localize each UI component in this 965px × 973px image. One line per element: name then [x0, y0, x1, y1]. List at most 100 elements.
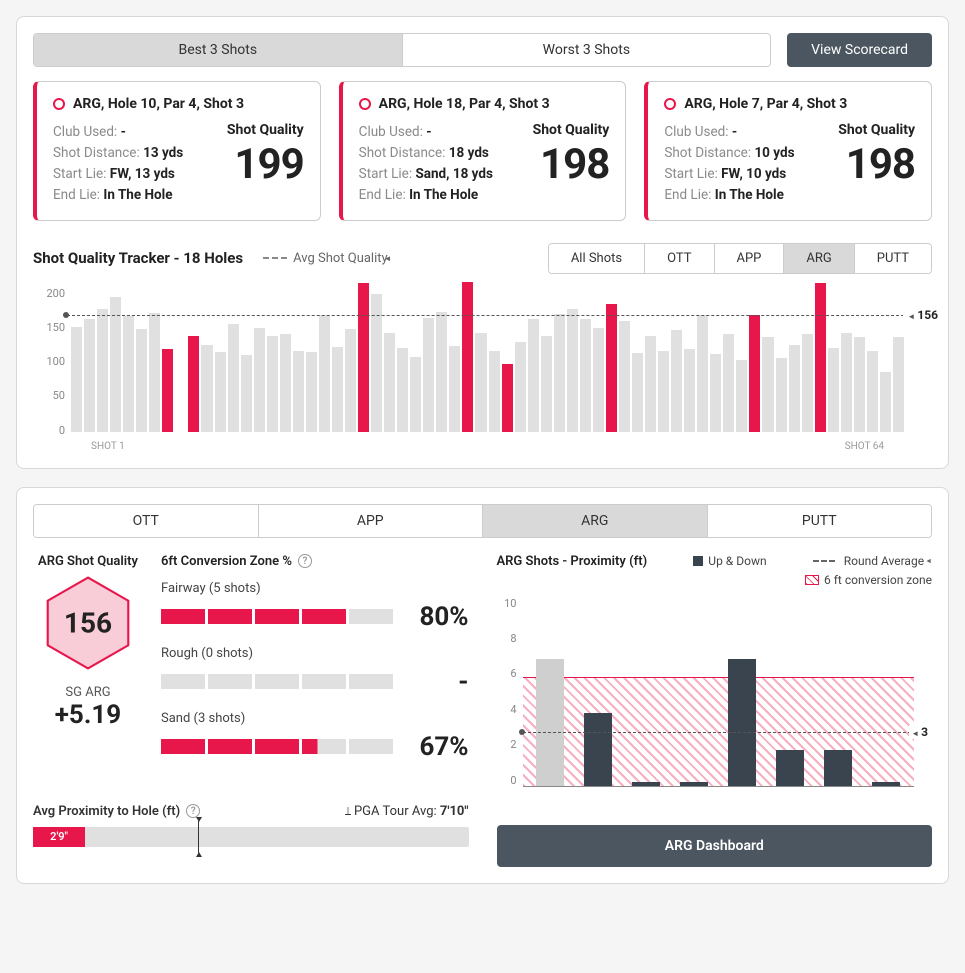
tracker-bar-arg[interactable]	[749, 315, 760, 432]
tracker-bar-arg[interactable]	[188, 336, 199, 432]
tracker-bar[interactable]	[593, 328, 604, 432]
tracker-bar-arg[interactable]	[358, 283, 369, 432]
help-icon[interactable]: ?	[298, 554, 312, 568]
tracker-bar[interactable]	[697, 315, 708, 431]
tracker-bar[interactable]	[306, 352, 317, 432]
tracker-bar[interactable]	[215, 352, 226, 432]
shot-card-title: ARG, Hole 18, Par 4, Shot 3	[379, 96, 550, 112]
prox-bar[interactable]	[824, 750, 852, 786]
tracker-bar[interactable]	[136, 329, 147, 432]
tracker-bar[interactable]	[645, 336, 656, 432]
tracker-bar[interactable]	[554, 314, 565, 432]
sq-value: 199	[227, 140, 304, 189]
tracker-bar-arg[interactable]	[815, 283, 826, 432]
tracker-tab-app[interactable]: APP	[714, 244, 784, 273]
tracker-bar[interactable]	[580, 319, 591, 432]
tracker-bar[interactable]	[71, 327, 82, 432]
tracker-bar[interactable]	[228, 324, 239, 432]
view-scorecard-button[interactable]: View Scorecard	[787, 33, 932, 67]
tracker-bar[interactable]	[423, 318, 434, 431]
shot-card[interactable]: ARG, Hole 7, Par 4, Shot 3 Club Used: -S…	[644, 81, 932, 221]
tracker-bar[interactable]	[345, 329, 356, 432]
prox-bar[interactable]	[536, 659, 564, 786]
tracker-tab-ott[interactable]: OTT	[644, 244, 713, 273]
tracker-bar[interactable]	[97, 309, 108, 432]
tracker-bar[interactable]	[841, 333, 852, 432]
tracker-bar[interactable]	[567, 309, 578, 431]
shot-card[interactable]: ARG, Hole 18, Par 4, Shot 3 Club Used: -…	[339, 81, 627, 221]
shot-meta: Club Used: -Shot Distance: 18 ydsStart L…	[359, 122, 493, 206]
prox-bar[interactable]	[776, 750, 804, 786]
tracker-bar[interactable]	[110, 297, 121, 432]
tracker-bar[interactable]	[489, 351, 500, 431]
tracker-bar-arg[interactable]	[162, 349, 173, 432]
tracker-bar[interactable]	[319, 315, 330, 431]
tracker-bar-arg[interactable]	[606, 304, 617, 432]
prox-bar[interactable]	[680, 782, 708, 786]
tracker-bar[interactable]	[723, 334, 734, 432]
tracker-bar[interactable]	[854, 337, 865, 432]
tracker-bar[interactable]	[802, 334, 813, 432]
panel2-tab-app[interactable]: APP	[258, 505, 483, 537]
tracker-bar[interactable]	[789, 345, 800, 432]
panel2-tab-arg[interactable]: ARG	[482, 505, 707, 537]
panel2-tabs: OTTAPPARGPUTT	[33, 504, 932, 538]
tracker-bar[interactable]	[867, 351, 878, 432]
legend-round-avg: Round Average	[813, 554, 932, 568]
avg-prox-row: Avg Proximity to Hole (ft)? ⟘ PGA Tour A…	[33, 804, 469, 819]
tracker-bar[interactable]	[762, 337, 773, 432]
prox-bar[interactable]	[632, 782, 660, 786]
tracker-bar[interactable]	[515, 342, 526, 432]
tracker-bar[interactable]	[528, 319, 539, 432]
tracker-bar[interactable]	[710, 354, 721, 432]
tracker-bar[interactable]	[123, 316, 134, 432]
panel2-tab-ott[interactable]: OTT	[34, 505, 258, 537]
tracker-bar[interactable]	[384, 333, 395, 432]
tracker-bar[interactable]	[776, 358, 787, 432]
tracker-bar[interactable]	[880, 372, 891, 432]
shot-card[interactable]: ARG, Hole 10, Par 4, Shot 3 Club Used: -…	[33, 81, 321, 221]
prox-bar[interactable]	[728, 659, 756, 786]
tracker-bar[interactable]	[241, 355, 252, 432]
tracker-bar[interactable]	[736, 360, 747, 432]
tracker-bar[interactable]	[658, 351, 669, 432]
tracker-bar[interactable]	[893, 337, 904, 432]
tracker-bar[interactable]	[280, 334, 291, 432]
tracker-bar[interactable]	[632, 353, 643, 432]
ring-icon	[664, 98, 676, 110]
tracker-bar[interactable]	[410, 357, 421, 432]
tracker-bar[interactable]	[293, 351, 304, 432]
tracker-tab-arg[interactable]: ARG	[783, 244, 853, 273]
tracker-bar[interactable]	[201, 345, 212, 432]
prox-bar[interactable]	[872, 782, 900, 786]
tab-worst[interactable]: Worst 3 Shots	[402, 34, 771, 66]
tracker-bar[interactable]	[449, 346, 460, 432]
tracker-bar[interactable]	[149, 313, 160, 432]
prox-bar[interactable]	[584, 713, 612, 785]
panel2-tab-putt[interactable]: PUTT	[707, 505, 932, 537]
tracker-bar[interactable]	[541, 336, 552, 432]
tracker-bar[interactable]	[684, 349, 695, 432]
arg-dashboard-button[interactable]: ARG Dashboard	[497, 825, 933, 867]
tracker-bar[interactable]	[828, 348, 839, 432]
tracker-x-labels: SHOT 1 SHOT 64	[71, 441, 904, 452]
tracker-bar[interactable]	[254, 328, 265, 432]
tracker-bar[interactable]	[267, 336, 278, 432]
tracker-bar[interactable]	[84, 319, 95, 432]
tracker-bar-arg[interactable]	[502, 364, 513, 432]
tracker-bar[interactable]	[619, 321, 630, 432]
tracker-bar[interactable]	[436, 312, 447, 432]
tracker-tab-putt[interactable]: PUTT	[854, 244, 931, 273]
tracker-bar[interactable]	[475, 333, 486, 432]
shot-card-title: ARG, Hole 10, Par 4, Shot 3	[73, 96, 244, 112]
tracker-bar[interactable]	[397, 348, 408, 432]
tracker-bar[interactable]	[332, 347, 343, 432]
panel2-right: ARG Shots - Proximity (ft) Up & Down Rou…	[497, 554, 933, 867]
lie-pct: 67%	[413, 732, 469, 762]
tracker-bar-arg[interactable]	[462, 282, 473, 431]
tracker-tab-all-shots[interactable]: All Shots	[549, 244, 644, 273]
tracker-title: Shot Quality Tracker - 18 Holes	[33, 249, 243, 267]
sq-value: 198	[533, 140, 610, 189]
tracker-bar[interactable]	[671, 330, 682, 432]
tab-best[interactable]: Best 3 Shots	[34, 34, 402, 66]
